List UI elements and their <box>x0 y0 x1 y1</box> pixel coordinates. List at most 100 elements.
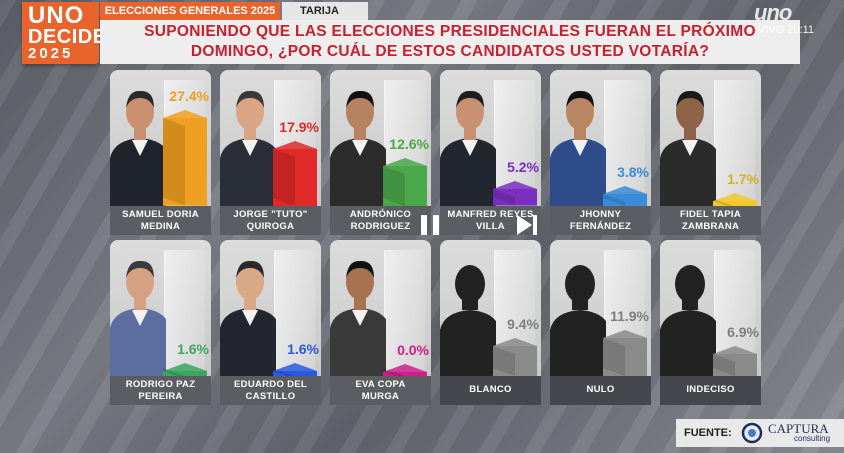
candidate-card: 11.9% NULO <box>550 240 651 405</box>
logo-line-2: DECIDE <box>28 26 107 48</box>
logo-line-3: 2025 <box>28 45 74 62</box>
card-portrait-area: 0.0% <box>330 240 431 376</box>
candidate-name-line: MANFRED REYES <box>447 209 534 220</box>
candidate-card: 0.0% EVA COPA MURGA <box>330 240 431 405</box>
candidate-photo-icon <box>220 90 276 206</box>
candidate-name: SAMUEL DORIA MEDINA <box>110 206 211 235</box>
card-portrait-area: 5.2% <box>440 70 541 206</box>
region-label: TARIJA <box>282 2 368 20</box>
candidate-card: 9.4% BLANCO <box>440 240 541 405</box>
card-portrait-area: 1.7% <box>660 70 761 206</box>
survey-question: SUPONIENDO QUE LAS ELECCIONES PRESIDENCI… <box>100 20 800 64</box>
card-portrait-area: 3.8% <box>550 70 651 206</box>
silhouette-icon <box>660 265 716 376</box>
candidate-name-line: FERNÁNDEZ <box>569 221 632 232</box>
candidate-name-line: FIDEL TAPIA <box>679 209 741 220</box>
bar-mark <box>163 362 207 376</box>
candidate-card: 12.6% ANDRÓNICO RODRIGUEZ <box>330 70 431 235</box>
card-portrait-area: 27.4% <box>110 70 211 206</box>
data-label: 0.0% <box>397 342 429 358</box>
bar-track <box>274 250 315 376</box>
candidate-name: EDUARDO DEL CASTILLO <box>220 376 321 405</box>
candidate-name: INDECISO <box>660 376 761 405</box>
question-line-2: DOMINGO, ¿POR CUÁL DE ESTOS CANDIDATOS U… <box>190 43 710 60</box>
skip-forward-icon[interactable] <box>514 213 540 242</box>
live-status: VIVO 20:11 <box>758 24 815 36</box>
card-portrait-area: 6.9% <box>660 240 761 376</box>
candidate-card: 5.2% MANFRED REYES VILLA <box>440 70 541 235</box>
candidate-name: BLANCO <box>440 376 541 405</box>
candidate-name-line: ANDRÓNICO <box>349 209 412 220</box>
candidate-photo-icon <box>110 90 166 206</box>
candidate-name: FIDEL TAPIA ZAMBRANA <box>660 206 761 235</box>
data-label: 3.8% <box>617 163 649 180</box>
candidate-name: EVA COPA MURGA <box>330 376 431 405</box>
card-portrait-area: 1.6% <box>110 240 211 376</box>
candidate-name-line: BLANCO <box>469 384 512 395</box>
candidate-name: JORGE "TUTO" QUIROGA <box>220 206 321 235</box>
bar-mark <box>493 181 537 206</box>
data-label: 9.4% <box>507 315 539 332</box>
candidate-photo-icon <box>220 260 276 376</box>
candidate-name: ANDRÓNICO RODRIGUEZ <box>330 206 431 235</box>
candidate-photo-icon <box>110 260 166 376</box>
candidate-photo-icon <box>440 90 496 206</box>
data-label: 12.6% <box>389 135 429 152</box>
card-portrait-area: 11.9% <box>550 240 651 376</box>
candidate-card: 6.9% INDECISO <box>660 240 761 405</box>
candidate-card: 1.6% RODRIGO PAZ PEREIRA <box>110 240 211 405</box>
data-label: 17.9% <box>279 118 319 135</box>
data-label: 6.9% <box>727 323 759 340</box>
card-portrait-area: 9.4% <box>440 240 541 376</box>
data-label: 27.4% <box>169 88 209 105</box>
bar-mark <box>493 337 537 376</box>
data-label: 1.6% <box>287 340 319 357</box>
bar-mark <box>383 157 427 206</box>
bar-mark <box>273 140 317 206</box>
source-name: CAPTURA <box>768 421 829 436</box>
candidate-name-line: EVA COPA <box>355 379 406 390</box>
candidate-name-line: ZAMBRANA <box>681 221 740 232</box>
uno-decide-logo: UNO DECIDE 2025 <box>22 2 106 64</box>
bar-track <box>384 250 425 376</box>
bar-track <box>164 250 205 376</box>
channel-logo: uno <box>754 0 792 25</box>
candidate-name-line: JORGE "TUTO" <box>233 209 308 220</box>
data-label: 1.6% <box>177 340 209 357</box>
source-label: FUENTE: <box>684 427 732 439</box>
logo-line-1: UNO <box>28 2 85 29</box>
pause-icon[interactable] <box>418 213 444 242</box>
candidate-name-line: RODRIGO PAZ <box>125 379 196 390</box>
candidate-name-line: NULO <box>586 384 615 395</box>
bar-track <box>714 80 755 206</box>
candidate-card: 3.8% JHONNY FERNÁNDEZ <box>550 70 651 235</box>
silhouette-icon <box>550 265 606 376</box>
candidate-name-line: JHONNY <box>579 209 622 220</box>
candidate-name-line: MEDINA <box>140 221 181 232</box>
candidate-name: NULO <box>550 376 651 405</box>
candidate-photo-icon <box>330 260 386 376</box>
source-credit: FUENTE: CAPTURA consulting <box>676 419 844 447</box>
candidate-card: 17.9% JORGE "TUTO" QUIROGA <box>220 70 321 235</box>
candidate-name-line: CASTILLO <box>245 391 296 402</box>
edition-banner: ELECCIONES GENERALES 2025 <box>100 2 280 20</box>
data-label: 5.2% <box>507 159 539 176</box>
candidate-name: JHONNY FERNÁNDEZ <box>550 206 651 235</box>
candidate-name: RODRIGO PAZ PEREIRA <box>110 376 211 405</box>
candidate-card: 1.6% EDUARDO DEL CASTILLO <box>220 240 321 405</box>
candidate-name-line: EDUARDO DEL <box>234 379 307 390</box>
candidate-name-line: VILLA <box>476 221 505 232</box>
bar-mark <box>273 362 317 376</box>
bar-mark <box>713 345 757 376</box>
candidate-photo-icon <box>660 90 716 206</box>
bar-mark <box>603 329 647 376</box>
candidate-name-line: MURGA <box>361 391 400 402</box>
candidate-name-line: PEREIRA <box>138 391 183 402</box>
candidate-card: 1.7% FIDEL TAPIA ZAMBRANA <box>660 70 761 235</box>
card-portrait-area: 12.6% <box>330 70 431 206</box>
bar-mark <box>603 185 647 206</box>
candidate-name-line: INDECISO <box>686 384 735 395</box>
card-portrait-area: 17.9% <box>220 70 321 206</box>
candidate-card: 27.4% SAMUEL DORIA MEDINA <box>110 70 211 235</box>
data-label: 11.9% <box>610 307 649 324</box>
